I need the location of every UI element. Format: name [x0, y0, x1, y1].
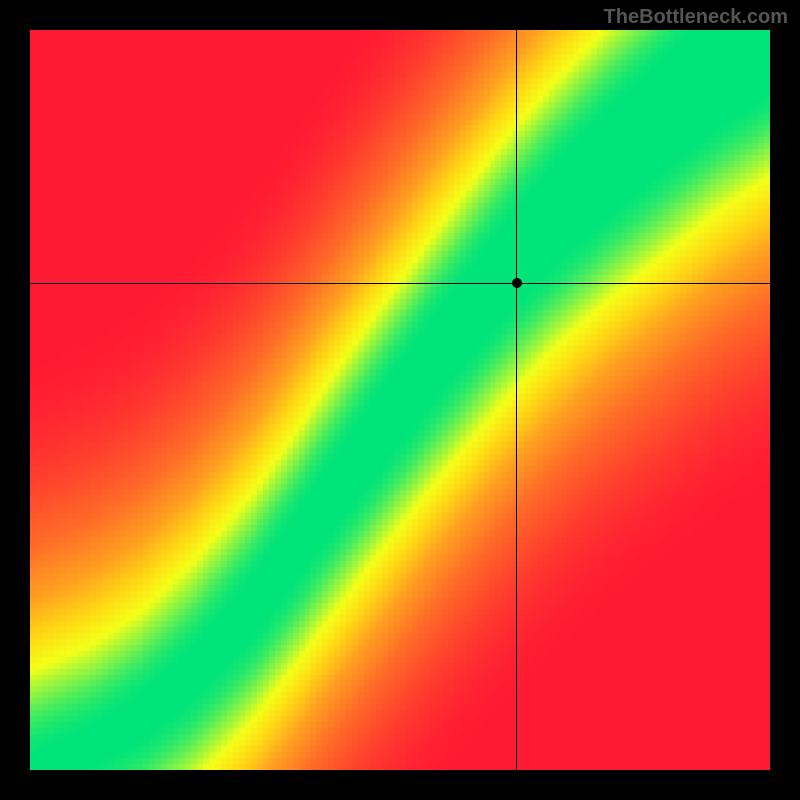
- watermark-text: TheBottleneck.com: [604, 6, 788, 29]
- crosshair-vertical-line: [516, 30, 517, 770]
- crosshair-marker: [512, 278, 522, 288]
- plot-area: [30, 30, 770, 770]
- bottleneck-heatmap: [30, 30, 770, 770]
- figure-container: TheBottleneck.com: [0, 0, 800, 800]
- crosshair-horizontal-line: [30, 283, 770, 284]
